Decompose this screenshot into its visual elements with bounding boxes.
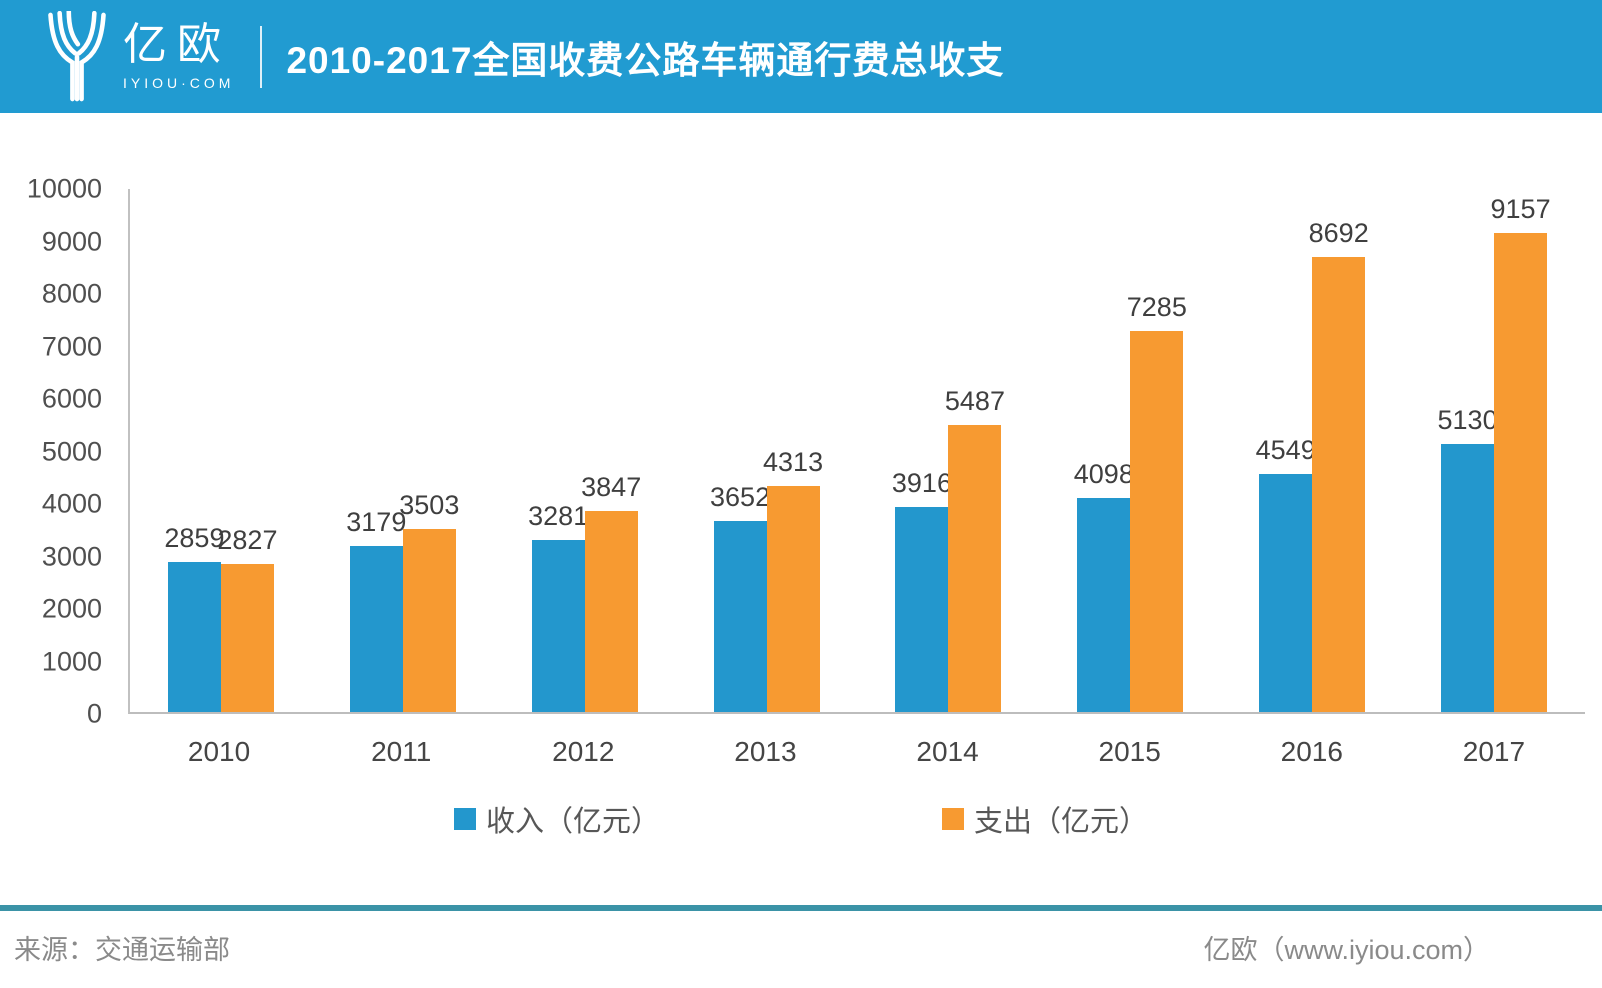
footer-row: 来源：交通运输部 亿欧（www.iyiou.com） [0,911,1602,967]
legend-swatch-icon [942,808,964,830]
bar-group-2015: 4098 7285 [1039,189,1221,712]
bar-支出（亿元）-2014 [948,425,1002,712]
legend-label: 支出（亿元） [974,806,1149,838]
footer: 来源：交通运输部 亿欧（www.iyiou.com） 亿欧 [0,905,1602,967]
x-axis-label-2017: 2017 [1462,736,1526,767]
bar-支出（亿元）-2013 [766,486,820,712]
bar-value-label: 3179 [346,506,407,537]
y-axis-label: 10000 [26,173,102,204]
y-axis-label: 3000 [41,541,102,571]
site-text: 亿欧（www.iyiou.com） [1203,935,1490,965]
bar-value-label: 3503 [399,489,460,520]
brand-text: 亿欧 IYIOU·COM [123,19,235,91]
iyiou-logo-icon [48,10,106,101]
bar-col: 3916 [892,189,952,712]
y-axis-label: 2000 [41,593,102,624]
bar-收入（亿元）-2013 [713,521,767,712]
x-axis-label-2015: 2015 [1098,736,1161,767]
bar-value-label: 4549 [1255,435,1316,466]
bar-value-label: 4098 [1073,458,1134,489]
bar-group-2016: 4549 8692 [1221,189,1403,712]
header-bar: 亿欧 IYIOU·COM 2010-2017全国收费公路车辆通行费总收支 [0,0,1602,113]
bar-收入（亿元）-2017 [1441,443,1495,712]
chart-area: 2859 2827 3179 3503 3281 3847 3652 4313 3916 5487… [27,174,1585,729]
y-axis-label: 1000 [41,646,102,676]
bar-col: 3503 [399,189,459,712]
bar-收入（亿元）-2016 [1259,474,1313,712]
bar-支出（亿元）-2015 [1130,331,1184,712]
bar-收入（亿元）-2015 [1077,497,1131,712]
bar-col: 4098 [1074,189,1134,712]
bar-group-2014: 3916 5487 [858,189,1040,712]
bar-col: 2827 [217,189,277,712]
page-title: 2010-2017全国收费公路车辆通行费总收支 [286,39,1005,81]
y-axis-label: 9000 [41,226,102,256]
bar-支出（亿元）-2010 [220,564,274,712]
bar-收入（亿元）-2012 [531,540,585,712]
bar-支出（亿元）-2012 [584,510,638,712]
y-axis-label: 8000 [41,278,102,309]
y-axis-label: 0 [86,698,102,729]
x-axis-labels: 2010 2011 2012 2013 2014 2015 2016 2017 [128,736,1585,768]
bar-支出（亿元）-2011 [402,528,456,712]
bar-支出（亿元）-2016 [1312,257,1366,712]
bar-group-2011: 3179 3503 [312,189,494,712]
bar-收入（亿元）-2011 [349,545,403,712]
bar-value-label: 2859 [164,523,225,554]
bar-col: 3281 [528,189,588,712]
source-text: 来源：交通运输部 [14,935,230,965]
bar-col: 5130 [1438,189,1498,712]
bar-col: 9157 [1491,189,1551,712]
bar-value-label: 3652 [710,482,771,513]
y-axis-label: 6000 [41,383,102,414]
bar-value-label: 9157 [1490,194,1551,225]
bar-col: 5487 [945,189,1005,712]
legend-swatch-icon [453,808,476,830]
header-divider [260,25,263,88]
bar-收入（亿元）-2010 [167,562,221,712]
legend-item-支出（亿元）: 支出（亿元） [942,798,1148,840]
bar-col: 8692 [1309,189,1369,712]
bar-收入（亿元）-2014 [895,507,949,712]
bar-value-label: 3281 [528,501,589,532]
legend-label: 收入（亿元） [485,806,660,838]
legend-item-收入（亿元）: 收入（亿元） [453,798,660,840]
bar-col: 3847 [581,189,641,712]
bar-group-2010: 2859 2827 [130,189,312,712]
bar-value-label: 4313 [763,447,824,478]
x-axis-label-2016: 2016 [1280,736,1343,767]
chart-legend: 收入（亿元） 支出（亿元） [0,798,1602,840]
bar-col: 4549 [1256,189,1316,712]
bar-value-label: 3916 [891,468,952,499]
y-axis-label: 7000 [41,331,102,361]
bar-col: 2859 [164,189,224,712]
brand-domain: IYIOU·COM [123,74,235,91]
x-axis-label-2010: 2010 [187,736,251,767]
bar-group-2017: 5130 9157 [1403,189,1585,712]
x-axis-label-2011: 2011 [371,736,432,767]
bar-支出（亿元）-2017 [1494,233,1548,712]
bar-col: 3179 [346,189,406,712]
bar-value-label: 5487 [944,386,1005,417]
bar-col: 3652 [710,189,770,712]
bar-group-2012: 3281 3847 [494,189,676,712]
bar-col: 4313 [763,189,823,712]
bar-value-label: 2827 [217,525,278,556]
footer-divider [0,905,1602,911]
bar-group-2013: 3652 4313 [676,189,858,712]
x-axis-label-2014: 2014 [916,736,979,767]
bar-value-label: 5130 [1437,404,1498,435]
y-axis-label: 5000 [41,436,102,466]
y-axis-label: 4000 [41,488,102,519]
x-axis-label-2013: 2013 [734,736,797,767]
bar-value-label: 3847 [581,471,642,502]
bar-value-label: 8692 [1308,218,1369,249]
brand-name: 亿欧 [123,19,231,69]
bar-value-label: 7285 [1126,292,1187,322]
x-axis-label-2012: 2012 [552,736,615,767]
bar-col: 7285 [1127,189,1187,712]
plot-area: 2859 2827 3179 3503 3281 3847 3652 4313 3916 5487… [128,189,1585,714]
